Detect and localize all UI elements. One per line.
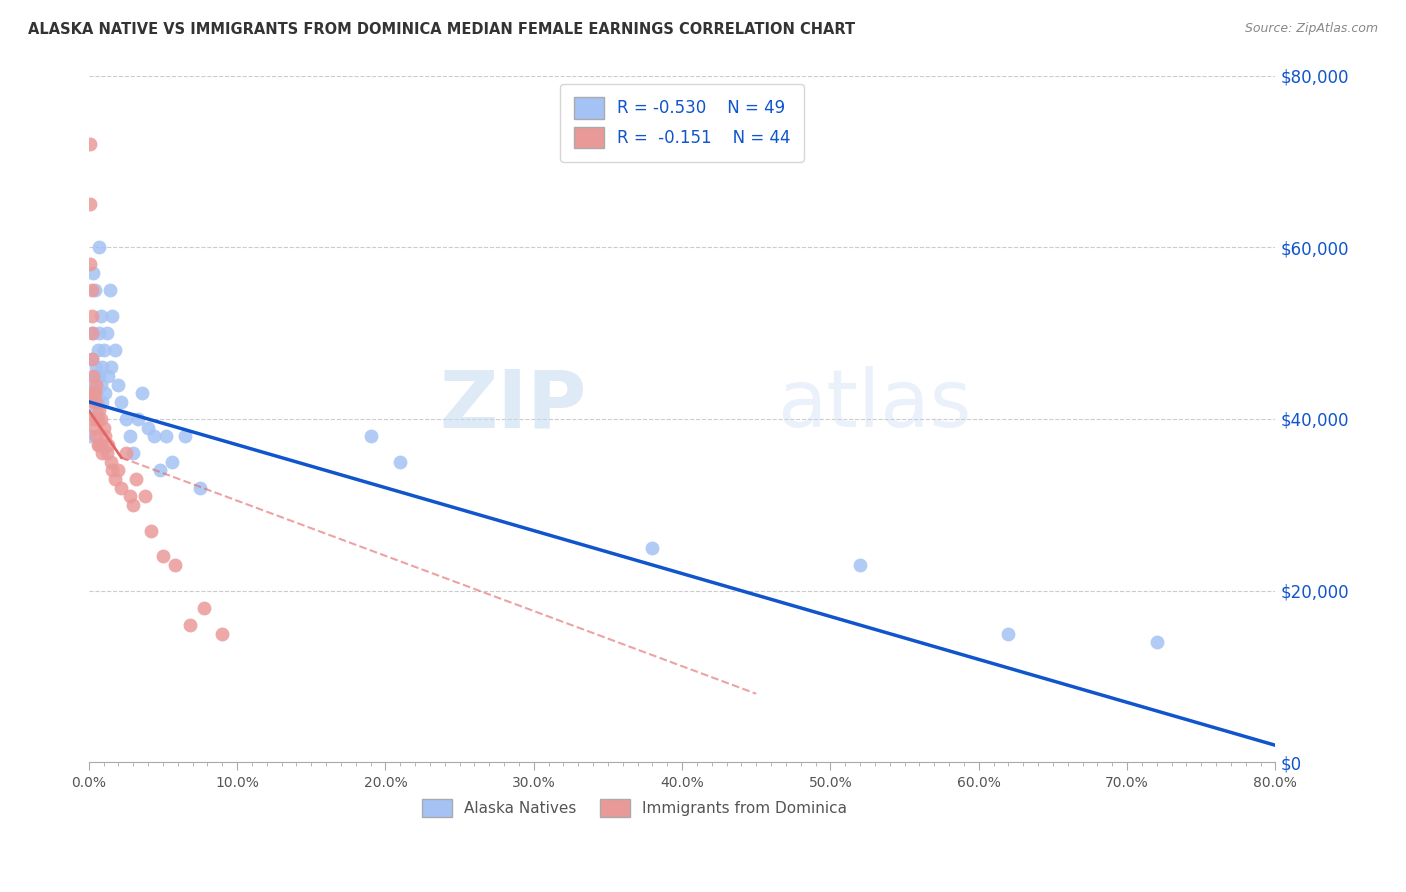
Point: [127, 412, 149, 426]
Point: [160, 455, 183, 469]
Point: [83, 369, 105, 384]
Point: [125, 472, 148, 486]
Point: [90, 377, 112, 392]
Legend: Alaska Natives, Immigrants from Dominica: Alaska Natives, Immigrants from Dominica: [416, 793, 853, 823]
Point: [83, 394, 105, 409]
Point: [1146, 635, 1168, 649]
Point: [152, 549, 174, 564]
Point: [80, 351, 103, 366]
Point: [143, 429, 166, 443]
Text: ALASKA NATIVE VS IMMIGRANTS FROM DOMINICA MEDIAN FEMALE EARNINGS CORRELATION CHA: ALASKA NATIVE VS IMMIGRANTS FROM DOMINIC…: [28, 22, 855, 37]
Point: [87, 240, 110, 254]
Point: [84, 394, 107, 409]
Point: [360, 429, 382, 443]
Point: [80, 309, 103, 323]
Point: [94, 386, 117, 401]
Point: [86, 412, 108, 426]
Point: [91, 394, 114, 409]
Point: [104, 343, 127, 358]
Point: [90, 309, 112, 323]
Point: [98, 283, 121, 297]
Text: ZIP: ZIP: [440, 367, 588, 444]
Point: [79, 197, 101, 211]
Point: [134, 489, 156, 503]
Point: [83, 283, 105, 297]
Point: [131, 386, 153, 401]
Point: [82, 369, 104, 384]
Point: [107, 377, 129, 392]
Point: [87, 326, 110, 340]
Point: [114, 446, 136, 460]
Point: [139, 524, 162, 538]
Point: [179, 618, 201, 632]
Point: [82, 412, 104, 426]
Point: [122, 446, 145, 460]
Text: atlas: atlas: [778, 367, 972, 444]
Point: [84, 412, 107, 426]
Point: [90, 412, 112, 426]
Point: [90, 438, 112, 452]
Point: [82, 266, 104, 280]
Point: [86, 343, 108, 358]
Point: [155, 429, 177, 443]
Point: [96, 446, 118, 460]
Point: [97, 369, 120, 384]
Point: [87, 369, 110, 384]
Y-axis label: Median Female Earnings: Median Female Earnings: [0, 334, 7, 504]
Point: [83, 386, 105, 401]
Point: [389, 455, 412, 469]
Point: [93, 420, 115, 434]
Point: [641, 541, 664, 555]
Point: [136, 420, 159, 434]
Point: [86, 394, 108, 409]
Point: [82, 377, 104, 392]
Point: [82, 386, 104, 401]
Point: [107, 463, 129, 477]
Point: [149, 463, 172, 477]
Point: [94, 429, 117, 443]
Point: [120, 489, 142, 503]
Point: [84, 377, 107, 392]
Point: [86, 438, 108, 452]
Point: [84, 429, 107, 443]
Point: [120, 429, 142, 443]
Point: [84, 360, 107, 375]
Point: [100, 360, 122, 375]
Point: [87, 438, 110, 452]
Point: [84, 403, 107, 417]
Point: [193, 600, 215, 615]
Point: [80, 351, 103, 366]
Point: [79, 257, 101, 271]
Point: [110, 481, 132, 495]
Point: [211, 626, 233, 640]
Point: [104, 472, 127, 486]
Point: [80, 386, 103, 401]
Point: [87, 403, 110, 417]
Point: [163, 558, 186, 572]
Point: [97, 438, 120, 452]
Point: [188, 481, 211, 495]
Point: [91, 446, 114, 460]
Point: [110, 394, 132, 409]
Point: [93, 343, 115, 358]
Text: Source: ZipAtlas.com: Source: ZipAtlas.com: [1244, 22, 1378, 36]
Point: [84, 386, 107, 401]
Point: [83, 420, 105, 434]
Point: [79, 137, 101, 152]
Point: [80, 326, 103, 340]
Point: [122, 498, 145, 512]
Point: [91, 360, 114, 375]
Point: [96, 326, 118, 340]
Point: [82, 326, 104, 340]
Point: [997, 626, 1019, 640]
Point: [100, 455, 122, 469]
Point: [80, 283, 103, 297]
Point: [82, 394, 104, 409]
Point: [114, 412, 136, 426]
Point: [101, 309, 124, 323]
Point: [79, 429, 101, 443]
Point: [849, 558, 872, 572]
Point: [174, 429, 197, 443]
Point: [101, 463, 124, 477]
